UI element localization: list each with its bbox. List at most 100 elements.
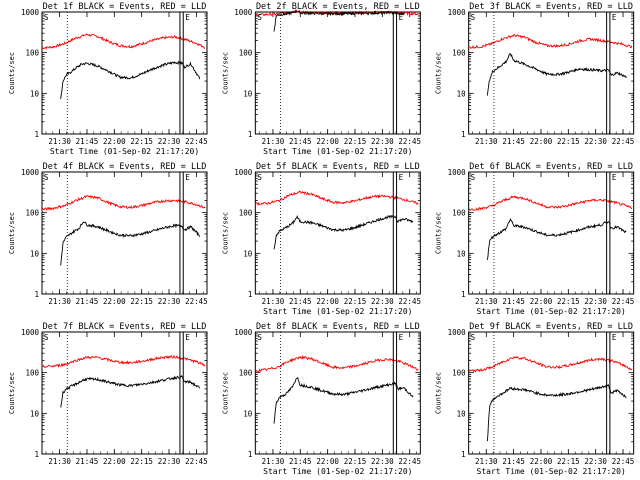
x-tick-label: 22:15 [130,457,153,466]
detector-panel-9: Det 9f BLACK = Events, RED = LLD 1 10 100 10… [435,322,635,476]
x-tick-label: 21:45 [502,137,525,146]
x-tick-label: 21:30 [475,137,498,146]
chart-title: Det 2f BLACK = Events, RED = LLD [256,2,420,12]
start-marker-label: S [257,13,262,22]
events-series-line [273,214,414,250]
x-tick-label: 21:45 [289,457,312,466]
plot-frame [41,171,208,295]
x-tick-label: 21:45 [76,457,99,466]
start-marker-label: S [471,173,476,182]
x-tick-label: 21:45 [502,297,525,306]
x-tick-label: 21:30 [48,457,71,466]
events-series-line [273,9,405,32]
x-axis-label: Start Time (01-Sep-02 21:17:20) [263,307,412,316]
lld-series-line [255,354,419,373]
x-tick-label: 22:15 [557,457,580,466]
events-series-line [60,375,201,408]
events-series-line [60,60,201,100]
x-tick-label: 22:15 [130,297,153,306]
x-tick-label: 22:30 [584,137,607,146]
y-tick-label: 1 [461,290,466,299]
lld-series-line [468,33,633,49]
x-tick-label: 22:15 [130,137,153,146]
events-series-line [486,384,627,442]
y-axis-label: Counts/sec [435,372,443,414]
x-tick-label: 22:45 [398,457,421,466]
detector-panel-1: Det 1f BLACK = Events, RED = LLD 1 10 100 10… [8,2,208,156]
detector-panel-8: Det 8f BLACK = Events, RED = LLD 1 10 100 10… [221,322,421,476]
y-tick-label: 100 [452,209,466,218]
detector-panel-2: Det 2f BLACK = Events, RED = LLD 1 10 100 10… [221,2,421,156]
y-tick-label: 10 [243,249,253,258]
detector-panel-7: Det 7f BLACK = Events, RED = LLD 1 10 100 10… [8,322,208,466]
end-marker-label: E [612,13,617,22]
x-tick-label: 22:45 [612,297,635,306]
x-tick-label: 22:00 [530,137,553,146]
x-tick-label: 22:15 [344,457,367,466]
chart-title: Det 6f BLACK = Events, RED = LLD [469,162,633,172]
x-tick-label: 21:45 [76,137,99,146]
y-axis-label: Counts/sec [221,212,229,254]
detector-panel-6: Det 6f BLACK = Events, RED = LLD 1 10 100 10… [435,162,635,316]
y-tick-label: 100 [25,209,39,218]
lld-series-line [468,195,633,211]
plot-frame [468,171,635,295]
chart-title: Det 9f BLACK = Events, RED = LLD [469,322,633,332]
end-marker-label: E [399,173,404,182]
plot-frame [41,11,208,135]
events-series-line [486,52,627,96]
x-axis-label: Start Time (01-Sep-02 21:17:20) [263,147,412,156]
y-tick-label: 100 [25,369,39,378]
x-tick-label: 21:30 [262,137,285,146]
y-tick-label: 1 [248,450,253,459]
x-tick-label: 22:45 [398,297,421,306]
y-tick-label: 100 [25,49,39,58]
lld-series-line [41,354,206,369]
x-tick-label: 22:00 [530,457,553,466]
x-axis-label: Start Time (01-Sep-02 21:17:20) [263,467,412,476]
chart-title: Det 1f BLACK = Events, RED = LLD [43,2,207,12]
x-tick-label: 21:30 [48,297,71,306]
x-tick-label: 22:45 [185,297,208,306]
y-tick-label: 100 [452,49,466,58]
y-tick-label: 1 [461,450,466,459]
start-marker-label: S [44,173,49,182]
chart-title: Det 7f BLACK = Events, RED = LLD [43,322,207,332]
y-tick-label: 1000 [234,8,253,17]
x-tick-label: 21:30 [48,137,71,146]
y-axis-label: Counts/sec [8,212,16,254]
y-tick-label: 1000 [448,8,467,17]
y-tick-label: 1000 [21,328,40,337]
events-series-line [486,218,627,260]
y-tick-label: 10 [457,89,467,98]
x-axis-label: Start Time (01-Sep-02 21:17:20) [477,307,626,316]
x-tick-label: 22:15 [557,297,580,306]
y-tick-label: 10 [243,409,253,418]
x-tick-label: 21:30 [262,297,285,306]
start-marker-label: S [257,173,262,182]
y-tick-label: 10 [30,249,40,258]
x-tick-label: 22:00 [103,457,126,466]
plot-frame [468,11,635,135]
x-tick-label: 21:30 [262,457,285,466]
x-tick-label: 22:45 [398,137,421,146]
y-tick-label: 1000 [21,168,40,177]
y-axis-label: Counts/sec [435,212,443,254]
y-axis-label: Counts/sec [221,372,229,414]
y-tick-label: 10 [457,409,467,418]
end-marker-label: E [399,333,404,342]
x-tick-label: 22:45 [185,457,208,466]
end-marker-label: E [185,173,190,182]
x-tick-label: 22:15 [344,137,367,146]
x-tick-label: 22:00 [316,137,339,146]
x-tick-label: 22:30 [158,457,181,466]
start-marker-label: S [257,333,262,342]
x-tick-label: 21:30 [475,297,498,306]
x-tick-label: 21:45 [76,297,99,306]
x-tick-label: 22:30 [158,137,181,146]
x-tick-label: 21:45 [502,457,525,466]
y-tick-label: 10 [457,249,467,258]
x-tick-label: 22:45 [185,137,208,146]
x-axis-label: Start Time (01-Sep-02 21:17:20) [477,467,626,476]
